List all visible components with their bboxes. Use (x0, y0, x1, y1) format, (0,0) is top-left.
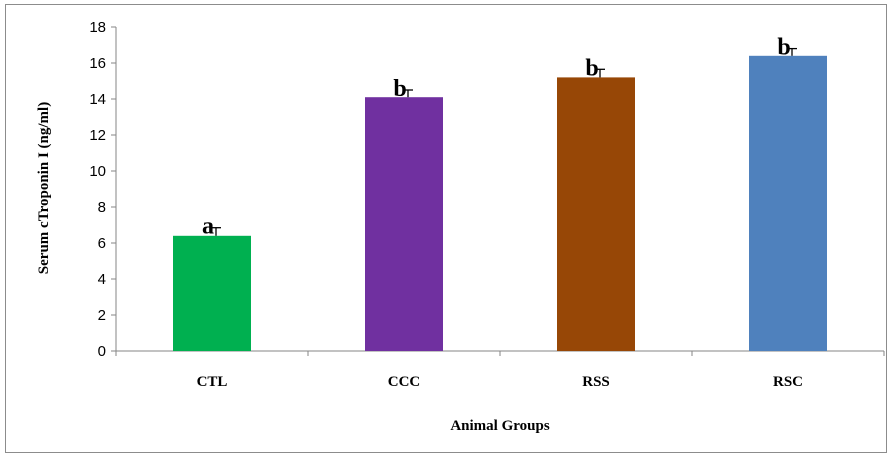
y-axis-title: Serum cTroponin I (ng/ml) (36, 102, 52, 274)
x-tick-label: CCC (388, 374, 421, 390)
y-tick-label: 6 (98, 235, 106, 252)
y-tick-label: 2 (98, 307, 106, 324)
x-axis-title: Animal Groups (450, 418, 549, 434)
bar-ccc (365, 97, 443, 351)
bars: a b b b (173, 35, 827, 352)
x-tick-label: RSS (582, 374, 610, 390)
significance-label: b (777, 35, 790, 61)
x-axis: CTL CCC RSS RSC (115, 350, 885, 390)
significance-label: b (393, 76, 406, 102)
chart-frame (5, 4, 887, 453)
x-tick-label: RSC (773, 374, 803, 390)
y-tick-label: 16 (89, 55, 106, 72)
y-tick-label: 12 (89, 127, 106, 144)
y-tick-label: 18 (89, 19, 106, 36)
y-tick-label: 14 (89, 91, 106, 108)
bar-ctl (173, 235, 251, 351)
y-tick-label: 0 (98, 343, 106, 360)
significance-label: b (585, 55, 598, 81)
y-axis: 0 2 4 6 8 10 12 14 16 18 (89, 19, 117, 360)
y-tick-label: 8 (98, 199, 106, 216)
significance-label: a (202, 214, 214, 240)
y-tick-label: 4 (98, 271, 106, 288)
x-tick-label: CTL (197, 374, 228, 390)
y-tick-label: 10 (89, 163, 106, 180)
bar-rss (557, 77, 635, 352)
bar-rsc (749, 55, 827, 352)
